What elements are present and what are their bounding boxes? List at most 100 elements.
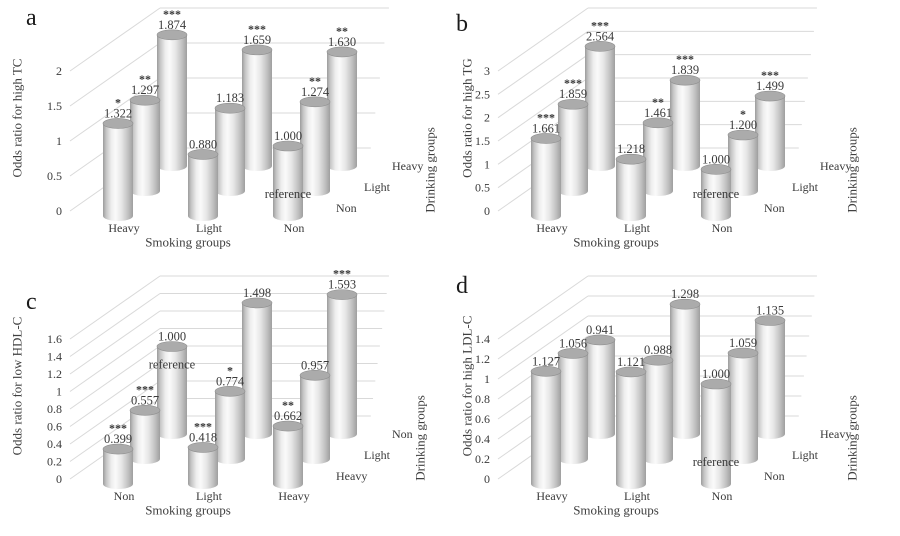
cylinder-cap (642, 117, 674, 129)
cylinder-bar (670, 80, 700, 171)
x-category-label: Non (114, 489, 135, 503)
cylinder-bar (103, 449, 133, 489)
x-category-label: Light (624, 489, 651, 503)
cylinder-bar (273, 426, 303, 489)
z-category-label: Heavy (820, 427, 851, 441)
y-tick-label: 0.4 (47, 437, 62, 451)
plot-area-c: 00.20.40.60.811.21.41.60.399***0.418***0… (47, 268, 413, 503)
cylinder-cap (727, 129, 759, 141)
y-tick-label: 0.8 (475, 392, 490, 406)
plot-area-b: 00.511.522.531.661***1.2181.000reference… (475, 7, 851, 235)
value-label: 2.564 (586, 29, 615, 43)
significance-marker: ** (282, 398, 294, 412)
x-category-label: Heavy (536, 489, 567, 503)
y-axis-title: Odds ratio for high LDL-C (459, 315, 475, 457)
value-label: 1.000 (702, 367, 730, 381)
plot-area-d: 0 0.2 0.4 0.6 0.8 1 1.2 1.4 1.127 1.121 1.000 refer… (475, 275, 851, 503)
panel-b: 0 0.5 1 1.5 2 2.5 3 1.661 *** 1.218 1.000 reference… (450, 0, 900, 268)
reference-label: reference (693, 455, 740, 469)
y-tick-label: 3 (484, 64, 490, 78)
cylinder-cap (129, 404, 161, 416)
y-tick-label: 1.4 (47, 350, 62, 364)
value-label: 0.880 (189, 137, 217, 151)
z-axis-title: Drinking groups (844, 127, 860, 213)
y-tick-label: 0 (56, 472, 62, 486)
wall-gridline (497, 295, 589, 360)
z-category-label: Light (792, 180, 819, 194)
cylinder-bar (531, 138, 561, 221)
cylinder-bar (585, 339, 615, 439)
wall-gridline (69, 328, 161, 392)
value-label: 1.297 (131, 83, 159, 97)
z-category-label: Light (792, 448, 819, 462)
value-label: 0.774 (216, 374, 245, 388)
significance-marker: ** (139, 72, 151, 86)
wall-gridline (69, 293, 161, 357)
value-label: 0.941 (586, 323, 614, 337)
cylinder-cap (129, 94, 161, 106)
y-tick-label: 0.2 (47, 455, 62, 469)
value-label: 1.059 (729, 336, 757, 350)
panel-letter: c (26, 289, 37, 315)
value-label: 1.000 (702, 152, 730, 166)
cylinder-cap (102, 118, 134, 129)
y-tick-label: 1.2 (47, 367, 62, 381)
y-tick-label: 1.5 (475, 134, 490, 148)
wall-gridline (69, 77, 161, 142)
value-label: 0.957 (301, 358, 329, 372)
cylinder-cap (187, 442, 219, 453)
cylinder-cap (557, 98, 589, 110)
cylinder-cap (530, 366, 562, 377)
significance-marker: *** (163, 7, 181, 21)
cylinder-cap (272, 140, 304, 152)
wall-gridline (69, 310, 161, 375)
x-category-label: Light (624, 221, 651, 235)
z-category-label: Non (764, 469, 785, 483)
value-label: 1.499 (756, 79, 784, 93)
panel-letter: a (26, 5, 37, 31)
value-label: 1.659 (243, 33, 271, 47)
reference-label: reference (149, 358, 196, 372)
cylinder-bar (558, 353, 588, 464)
cylinder-bar (300, 375, 330, 464)
value-label: 1.127 (532, 354, 560, 368)
panel-letter: b (456, 11, 468, 37)
z-category-label: Heavy (392, 159, 423, 173)
cylinder-bar (273, 146, 303, 221)
value-label: 1.000 (158, 330, 186, 344)
significance-marker: ** (309, 74, 321, 88)
y-tick-label: 2 (56, 64, 62, 78)
wall-gridline (69, 275, 161, 340)
significance-marker: * (740, 107, 746, 121)
cylinder-bar (103, 123, 133, 221)
z-category-label: Non (392, 427, 413, 441)
cylinder-cap (156, 341, 188, 352)
wall-gridline (497, 77, 589, 142)
panel-c: 0 0.2 0.4 0.6 0.8 1 1.2 1.4 1.6 0.399 *** 0.418 *** 0… (0, 268, 450, 536)
cylinder-cap (615, 153, 647, 165)
cylinder-cap (102, 443, 134, 455)
cylinder-cap (299, 96, 331, 108)
cylinder-bar (585, 46, 615, 172)
x-category-label: Heavy (278, 489, 309, 503)
z-category-label: Non (336, 201, 357, 215)
significance-marker: *** (564, 76, 582, 90)
y-tick-label: 1.5 (47, 99, 62, 113)
cylinder-bar (643, 122, 673, 196)
value-label: 0.399 (104, 432, 132, 446)
wall-gridline (497, 7, 589, 72)
z-category-label: Light (364, 180, 391, 194)
cylinder-cap (642, 354, 674, 366)
cylinder-bar (558, 104, 588, 196)
value-label: 1.200 (729, 118, 757, 132)
cylinder-cap (584, 41, 616, 52)
cylinder-bar (701, 169, 731, 221)
value-label: 1.593 (328, 278, 356, 292)
significance-marker: *** (537, 110, 555, 124)
y-tick-label: 0.6 (47, 420, 62, 434)
cylinder-cap (727, 347, 759, 359)
z-category-label: Non (764, 201, 785, 215)
z-axis-title: Drinking groups (422, 127, 438, 213)
cylinder-bar (643, 360, 673, 464)
cylinder-cap (700, 164, 732, 175)
